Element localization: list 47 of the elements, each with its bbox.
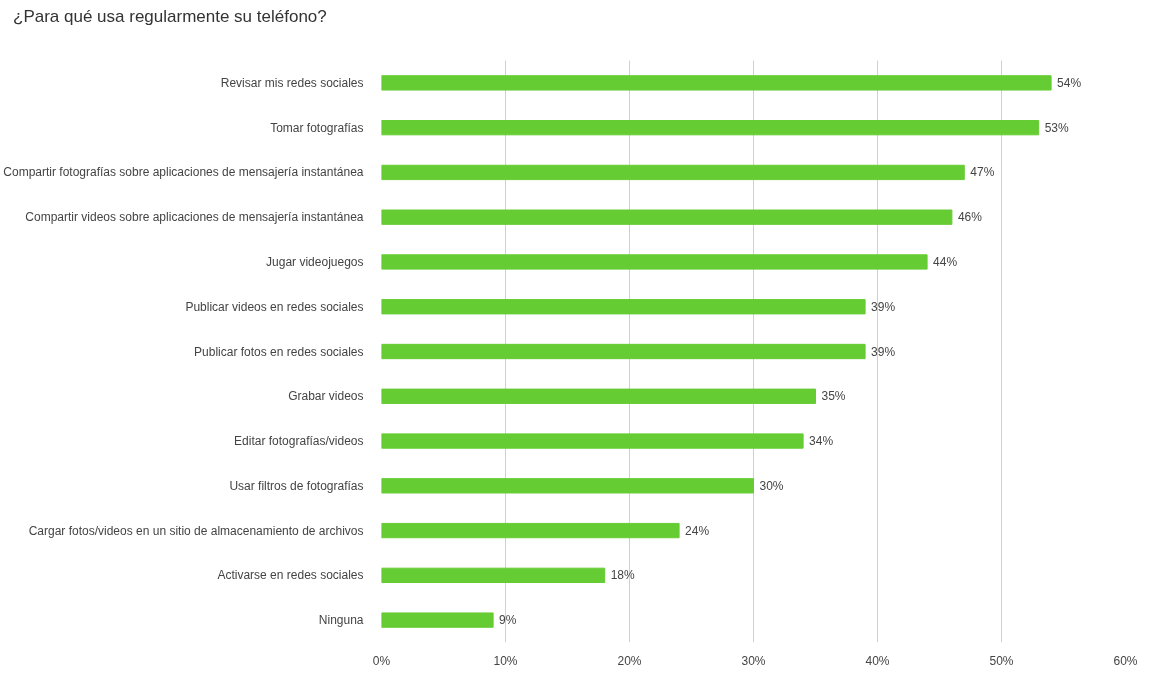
y-tick-label: Jugar videojuegos bbox=[266, 254, 364, 269]
data-label: 24% bbox=[685, 523, 710, 538]
x-tick-label: 60% bbox=[1113, 653, 1138, 668]
data-label: 54% bbox=[1057, 75, 1082, 90]
data-label: 9% bbox=[499, 613, 517, 628]
data-label: 39% bbox=[871, 344, 896, 359]
y-tick-label: Editar fotografías/videos bbox=[234, 434, 364, 449]
bar bbox=[381, 299, 866, 315]
data-label: 30% bbox=[759, 478, 784, 493]
data-label: 39% bbox=[871, 299, 896, 314]
y-tick-label: Tomar fotografías bbox=[270, 120, 364, 135]
y-tick-label: Grabar videos bbox=[288, 389, 364, 404]
x-tick-label: 40% bbox=[865, 653, 890, 668]
x-tick-label: 30% bbox=[741, 653, 766, 668]
y-tick-label: Activarse en redes sociales bbox=[217, 568, 364, 583]
y-tick-label: Cargar fotos/videos en un sitio de almacenamiento de archivos bbox=[28, 523, 364, 538]
y-tick-label: Usar filtros de fotografías bbox=[229, 478, 364, 493]
data-label: 35% bbox=[821, 389, 846, 404]
data-label: 47% bbox=[970, 165, 995, 180]
bar bbox=[381, 388, 816, 404]
data-label: 53% bbox=[1044, 120, 1070, 135]
data-label: 44% bbox=[933, 254, 958, 269]
bar bbox=[381, 119, 1040, 136]
bar bbox=[381, 522, 680, 539]
x-tick-label: 20% bbox=[617, 653, 642, 668]
y-tick-label: Publicar videos en redes sociales bbox=[185, 299, 364, 314]
text: ¿Para qué usa regularmente su teléfono? bbox=[13, 6, 327, 28]
y-tick-label: Revisar mis redes sociales bbox=[220, 75, 364, 90]
bar bbox=[381, 164, 965, 181]
x-tick-label: 50% bbox=[989, 653, 1014, 668]
bar bbox=[381, 433, 804, 449]
bar bbox=[381, 209, 953, 225]
y-tick-label: Compartir videos sobre aplicaciones de mensajería instantánea bbox=[25, 210, 364, 225]
bar bbox=[381, 75, 1052, 91]
bar bbox=[381, 343, 866, 360]
data-label: 46% bbox=[957, 210, 983, 225]
y-tick-label: Compartir fotografías sobre aplicaciones de mensajería instantánea bbox=[3, 165, 364, 180]
x-tick-label: 10% bbox=[493, 653, 518, 668]
bar bbox=[381, 567, 606, 584]
bar bbox=[381, 478, 754, 494]
y-tick-label: Ninguna bbox=[318, 613, 364, 628]
bar bbox=[381, 612, 494, 628]
bar bbox=[381, 254, 928, 270]
y-tick-label: Publicar fotos en redes sociales bbox=[194, 344, 364, 359]
x-tick-label: 0% bbox=[372, 653, 391, 668]
data-label: 18% bbox=[610, 568, 636, 583]
data-label: 34% bbox=[809, 434, 834, 449]
